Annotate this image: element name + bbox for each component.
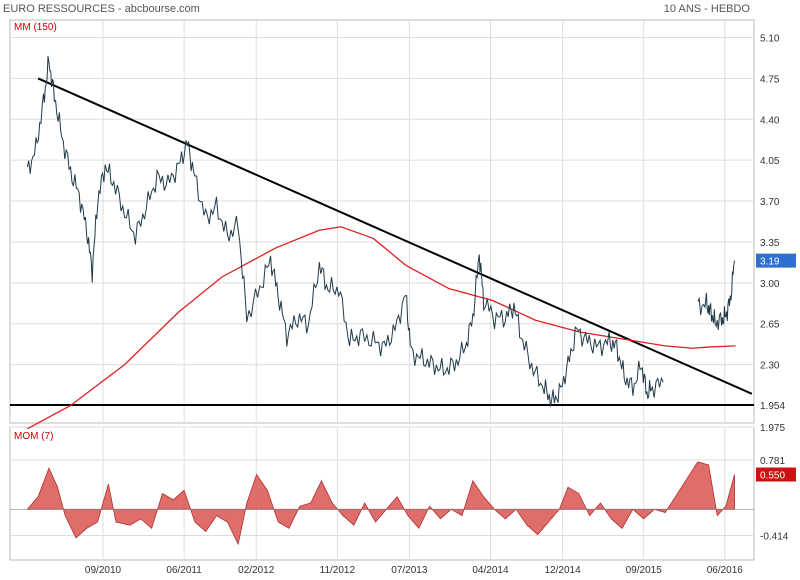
price-line-recent <box>697 260 735 330</box>
price-y-tick-label: 4.05 <box>760 156 780 167</box>
price-line <box>26 56 664 407</box>
last-price-badge <box>756 253 796 268</box>
x-tick-label: 09/2015 <box>626 565 663 576</box>
momentum-panel-frame <box>9 426 755 561</box>
price-y-tick-label: 1.954 <box>760 401 785 412</box>
price-y-tick-label: 3.00 <box>760 279 780 290</box>
moving-average-line <box>26 226 736 430</box>
x-tick-label: 12/2014 <box>545 565 582 576</box>
momentum-y-tick-label: 0.781 <box>760 456 785 467</box>
mom-indicator-label: MOM (7) <box>14 431 53 442</box>
price-y-tick-label: 5.10 <box>760 34 780 45</box>
x-tick-label: 06/2011 <box>166 565 202 576</box>
price-panel-frame <box>9 19 755 424</box>
price-y-tick-label: 2.65 <box>760 320 780 331</box>
chart-title: EURO RESSOURCES - abcbourse.com <box>3 3 200 15</box>
price-y-tick-label: 3.70 <box>760 197 780 208</box>
x-tick-label: 07/2013 <box>391 565 428 576</box>
price-y-tick-label: 4.75 <box>760 74 780 85</box>
x-tick-label: 11/2012 <box>320 565 356 576</box>
price-y-tick-label: 4.40 <box>760 115 780 126</box>
x-tick-label: 06/2016 <box>707 565 744 576</box>
last-momentum-label: 0.550 <box>760 471 785 482</box>
last-price-label: 3.19 <box>760 257 780 268</box>
x-tick-label: 04/2014 <box>472 565 509 576</box>
price-y-tick-label: 2.30 <box>760 361 780 372</box>
ma-indicator-label: MM (150) <box>14 22 57 33</box>
x-tick-label: 02/2012 <box>238 565 275 576</box>
price-y-tick-label: 3.35 <box>760 238 780 249</box>
momentum-area <box>26 461 735 546</box>
momentum-y-tick-label: -0.414 <box>760 532 789 543</box>
momentum-y-tick-label: 1.975 <box>760 423 785 434</box>
last-momentum-badge <box>756 467 796 482</box>
descending-trendline <box>37 77 753 395</box>
chart-period: 10 ANS - HEBDO <box>663 3 750 15</box>
x-tick-label: 09/2010 <box>85 565 122 576</box>
